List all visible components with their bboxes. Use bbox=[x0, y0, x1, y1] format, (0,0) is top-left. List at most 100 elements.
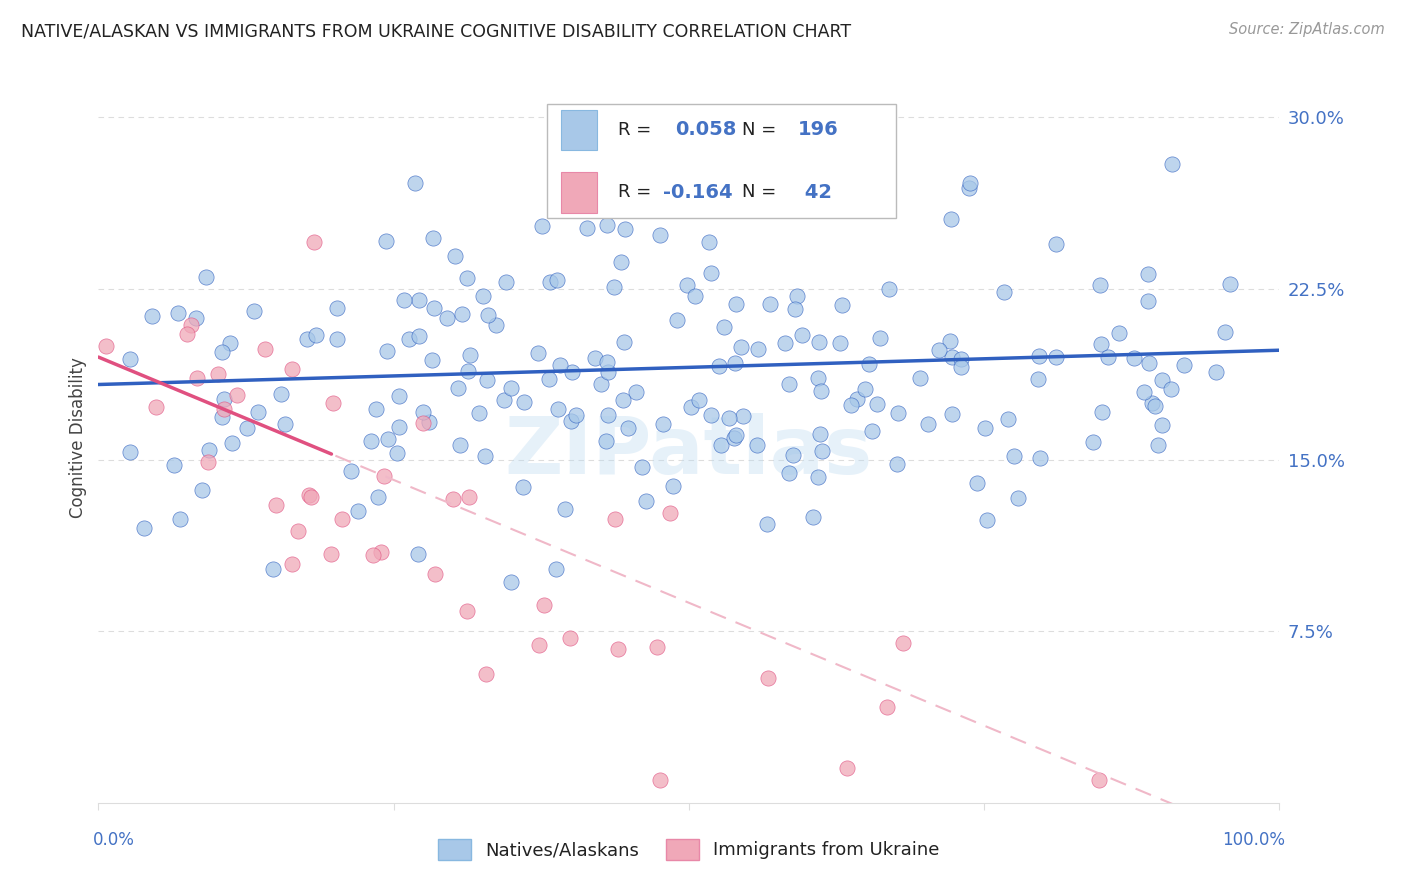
Point bbox=[408, 329, 430, 343]
Point bbox=[280, 557, 302, 571]
Point bbox=[1091, 404, 1114, 418]
Point bbox=[540, 276, 562, 290]
Point bbox=[662, 479, 685, 493]
Point bbox=[613, 222, 636, 236]
Text: Source: ZipAtlas.com: Source: ZipAtlas.com bbox=[1229, 22, 1385, 37]
Point bbox=[1205, 365, 1227, 379]
Text: -0.164: -0.164 bbox=[664, 183, 733, 202]
Point bbox=[724, 427, 747, 442]
Point bbox=[877, 282, 900, 296]
Point bbox=[370, 545, 392, 559]
Point bbox=[778, 376, 800, 391]
Point bbox=[118, 351, 141, 366]
Point bbox=[828, 336, 851, 351]
Point bbox=[747, 342, 769, 356]
Point bbox=[219, 336, 242, 351]
Point bbox=[373, 469, 395, 483]
Point bbox=[966, 475, 988, 490]
Point bbox=[778, 466, 800, 480]
Point bbox=[211, 409, 233, 424]
Point bbox=[1083, 435, 1105, 450]
Point bbox=[554, 502, 576, 516]
Point bbox=[939, 334, 962, 348]
Point bbox=[561, 365, 583, 379]
Point bbox=[783, 302, 806, 317]
Point bbox=[745, 438, 768, 452]
Point bbox=[546, 273, 568, 287]
Point bbox=[96, 339, 118, 353]
Point bbox=[207, 367, 229, 381]
Point bbox=[398, 332, 420, 346]
Point bbox=[305, 328, 328, 343]
Point bbox=[598, 365, 620, 379]
Point bbox=[211, 344, 233, 359]
Point bbox=[163, 458, 186, 472]
Point bbox=[449, 437, 471, 451]
Point bbox=[558, 632, 581, 646]
Point bbox=[270, 387, 292, 401]
Point bbox=[866, 397, 889, 411]
Point bbox=[891, 635, 914, 649]
FancyBboxPatch shape bbox=[561, 172, 596, 212]
Point bbox=[474, 449, 496, 463]
Point bbox=[782, 448, 804, 462]
Point bbox=[730, 340, 752, 354]
Point bbox=[658, 507, 681, 521]
Point bbox=[512, 480, 534, 494]
Point bbox=[1173, 358, 1195, 372]
Text: 196: 196 bbox=[797, 120, 838, 139]
Point bbox=[550, 358, 572, 372]
Point bbox=[759, 297, 782, 311]
Point bbox=[145, 400, 167, 414]
Point bbox=[565, 408, 588, 422]
Point bbox=[699, 235, 721, 249]
Legend: Natives/Alaskans, Immigrants from Ukraine: Natives/Alaskans, Immigrants from Ukrain… bbox=[432, 831, 946, 867]
Point bbox=[1045, 237, 1067, 252]
Point bbox=[596, 408, 619, 422]
Point bbox=[652, 417, 675, 431]
Point bbox=[869, 331, 891, 345]
Point bbox=[1136, 293, 1159, 308]
Point bbox=[412, 405, 434, 419]
Point bbox=[1045, 350, 1067, 364]
Point bbox=[364, 401, 387, 416]
Point bbox=[477, 308, 499, 322]
Point bbox=[617, 421, 640, 435]
Point bbox=[214, 392, 236, 406]
Point bbox=[451, 307, 474, 321]
Point bbox=[808, 427, 831, 442]
Point bbox=[731, 409, 754, 424]
Point bbox=[387, 446, 409, 460]
Point bbox=[304, 235, 326, 250]
Point bbox=[388, 389, 411, 403]
Point bbox=[939, 211, 962, 226]
Point bbox=[1026, 372, 1049, 386]
Point bbox=[420, 352, 443, 367]
Point bbox=[648, 228, 671, 243]
Point bbox=[347, 504, 370, 518]
Point bbox=[425, 566, 447, 581]
Point bbox=[710, 438, 733, 452]
Point bbox=[917, 417, 939, 431]
Point bbox=[447, 381, 470, 395]
Point bbox=[770, 169, 793, 183]
Point bbox=[326, 301, 349, 316]
Point bbox=[839, 398, 862, 412]
Point bbox=[322, 396, 344, 410]
Point bbox=[949, 351, 972, 366]
Point bbox=[319, 547, 342, 561]
Point bbox=[212, 402, 235, 417]
Point bbox=[910, 371, 932, 385]
Point bbox=[606, 641, 628, 656]
Text: NATIVE/ALASKAN VS IMMIGRANTS FROM UKRAINE COGNITIVE DISABILITY CORRELATION CHART: NATIVE/ALASKAN VS IMMIGRANTS FROM UKRAIN… bbox=[21, 22, 851, 40]
Point bbox=[1140, 396, 1163, 410]
Point bbox=[685, 289, 707, 303]
Point bbox=[997, 412, 1019, 426]
Point bbox=[262, 562, 284, 576]
Point bbox=[326, 331, 349, 345]
Point bbox=[707, 359, 730, 373]
Point bbox=[1137, 356, 1160, 370]
Point bbox=[713, 320, 735, 334]
Point bbox=[274, 417, 297, 432]
Point bbox=[392, 293, 415, 307]
